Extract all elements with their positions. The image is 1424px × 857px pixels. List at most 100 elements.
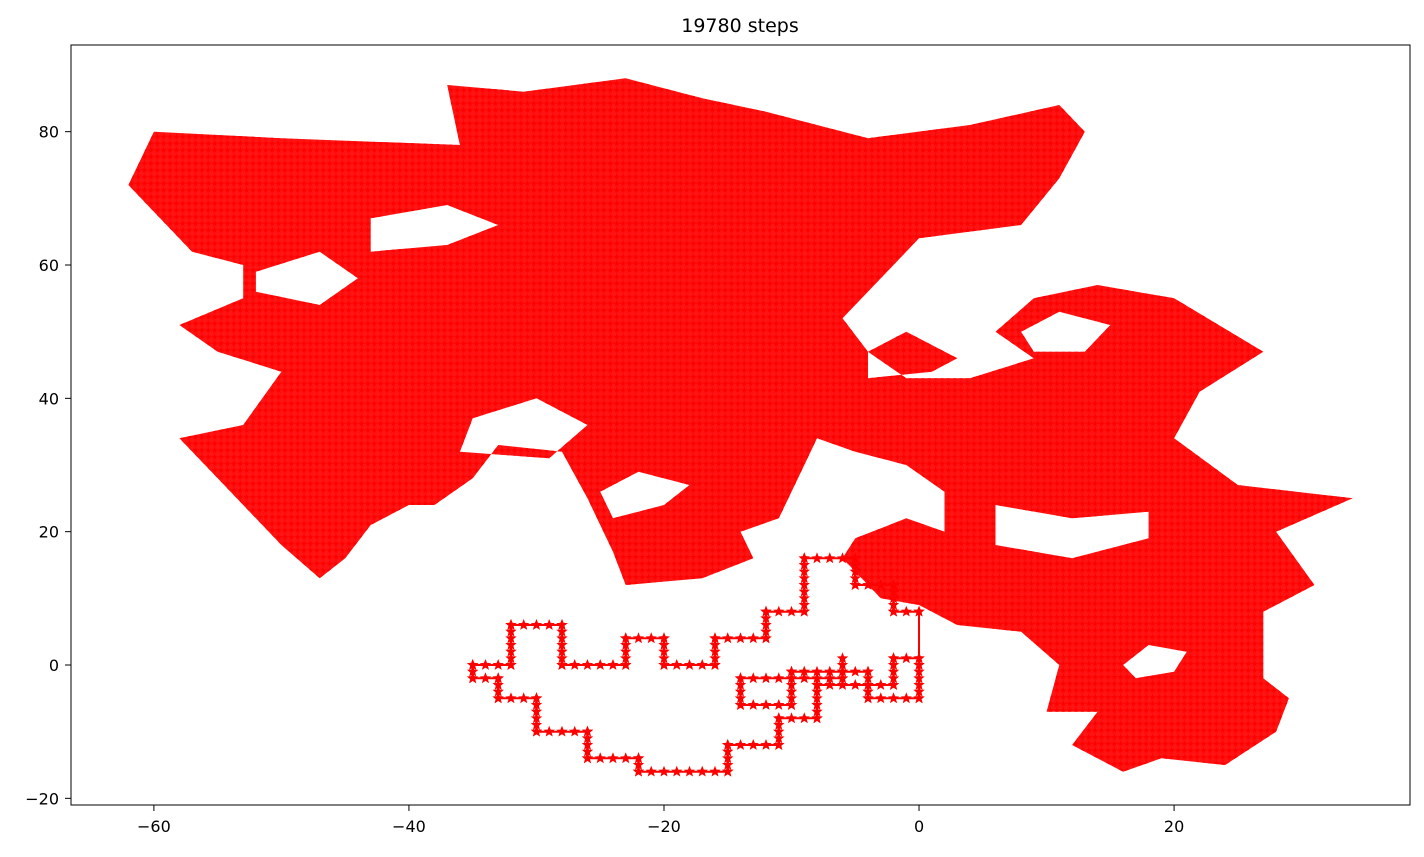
walk-step-marker-193	[913, 692, 925, 704]
walk-step-marker-89	[505, 619, 517, 630]
walk-step-marker-161	[773, 712, 785, 724]
walk-step-marker-204	[849, 665, 861, 677]
walk-step-marker-228	[760, 672, 772, 684]
walk-step-marker-186	[913, 652, 925, 664]
y-axis: −20 0 20 40 60 80	[25, 123, 71, 808]
walk-step-marker-166	[811, 705, 823, 717]
walk-step-marker-92	[505, 639, 517, 650]
walk-step-marker-43	[747, 632, 759, 644]
walk-step-marker-80	[556, 639, 568, 650]
walk-step-marker-207	[811, 665, 823, 677]
walk-step-marker-141	[671, 765, 683, 777]
walk-step-marker-213	[785, 685, 798, 697]
walk-step-marker-118	[530, 719, 543, 730]
walk-step-marker-210	[785, 665, 798, 677]
walk-step-marker-189	[913, 672, 925, 684]
walk-step-marker-33	[798, 605, 810, 617]
walk-step-marker-236	[836, 665, 849, 677]
walk-step-marker-117	[530, 712, 543, 724]
walk-step-marker-173	[836, 679, 849, 690]
walk-step-marker-64	[632, 632, 645, 644]
walk-step-marker-237	[836, 659, 849, 670]
walk-step-marker-126	[581, 732, 594, 744]
walk-step-marker-218	[760, 699, 772, 710]
walk-step-marker-77	[556, 659, 568, 670]
walk-step-marker-63	[645, 632, 657, 644]
y-tick-label: 0	[49, 656, 59, 675]
walk-step-marker-39	[760, 619, 772, 630]
walk-step-marker-144	[709, 765, 721, 777]
walk-step-marker-75	[569, 659, 581, 670]
x-tick-label: −60	[137, 817, 171, 836]
walk-step-marker-227	[747, 672, 759, 684]
walk-step-marker-91	[505, 632, 517, 644]
x-tick-label: −20	[647, 817, 681, 836]
walk-step-marker-183	[887, 652, 900, 664]
x-axis: −60 −40 −20 0 20	[137, 805, 1184, 836]
walk-step-marker-230	[785, 672, 798, 684]
walk-step-marker-3	[900, 605, 912, 617]
walk-step-marker-111	[505, 692, 517, 704]
walk-step-marker-98	[479, 659, 492, 670]
walk-step-marker-159	[773, 719, 785, 730]
walk-step-marker-172	[824, 679, 836, 690]
walk-step-marker-140	[658, 765, 670, 777]
walk-step-marker-171	[811, 679, 823, 690]
walk-step-marker-79	[556, 645, 568, 657]
walk-step-marker-19	[849, 552, 861, 564]
y-tick-label: 80	[39, 123, 59, 142]
walk-step-marker-127	[581, 739, 594, 750]
walk-step-marker-174	[849, 679, 861, 690]
walk-step-marker-131	[594, 752, 606, 764]
walk-step-marker-26	[798, 565, 810, 577]
walk-step-marker-169	[811, 685, 823, 697]
walk-step-marker-62	[658, 632, 670, 644]
walk-step-marker-149	[722, 745, 734, 757]
walk-step-marker-8	[887, 585, 900, 597]
walk-step-marker-108	[492, 685, 504, 697]
walk-step-marker-50	[709, 652, 721, 664]
walk-step-marker-57	[658, 659, 670, 670]
walk-step-marker-59	[658, 645, 670, 657]
walk-step-marker-44	[734, 632, 747, 644]
walk-step-marker-212	[785, 679, 798, 690]
walk-step-marker-235	[836, 672, 849, 684]
walk-step-marker-24	[798, 552, 810, 564]
walk-step-marker-29	[798, 585, 810, 597]
walk-step-marker-71	[620, 659, 632, 670]
walk-step-marker-162	[785, 712, 798, 724]
walk-step-marker-37	[760, 605, 772, 617]
walk-step-marker-151	[722, 739, 734, 750]
walk-step-marker-31	[798, 599, 810, 610]
walk-step-marker-16	[849, 565, 861, 577]
walk-step-marker-107	[492, 679, 504, 690]
walk-step-marker-5	[887, 605, 900, 617]
walk-step-marker-178	[887, 679, 900, 690]
walk-step-marker-208	[798, 665, 810, 677]
walk-step-marker-198	[862, 692, 874, 704]
walk-step-marker-55	[671, 659, 683, 670]
walk-step-marker-100	[467, 659, 479, 670]
walk-step-marker-38	[760, 612, 772, 624]
walk-step-marker-72	[607, 659, 619, 670]
walk-step-marker-28	[798, 579, 810, 590]
plot-area	[128, 78, 1353, 777]
walk-step-marker-27	[798, 572, 810, 584]
walk-step-marker-232	[811, 672, 823, 684]
walk-step-marker-6	[887, 599, 900, 610]
walk-step-marker-223	[734, 685, 747, 697]
walk-step-marker-30	[798, 592, 810, 604]
y-tick-label: 40	[39, 389, 59, 408]
walk-step-marker-104	[479, 672, 492, 684]
walk-step-marker-22	[811, 552, 823, 564]
walk-step-marker-17	[849, 559, 861, 570]
y-tick-label: 60	[39, 256, 59, 275]
walk-step-marker-40	[760, 625, 772, 637]
walk-step-marker-53	[696, 659, 708, 670]
walk-step-marker-146	[722, 765, 734, 777]
walk-path-layer	[467, 552, 925, 777]
walk-step-marker-116	[530, 705, 543, 717]
walk-step-marker-25	[798, 559, 810, 570]
walk-step-marker-199	[862, 685, 874, 697]
